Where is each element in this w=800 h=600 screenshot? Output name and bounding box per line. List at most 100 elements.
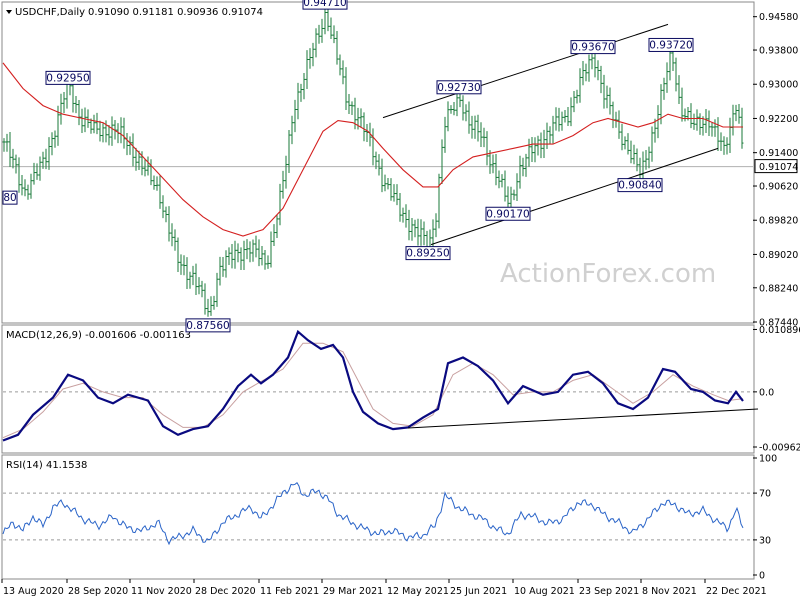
ohlc-bar [470, 115, 474, 139]
ohlc-bar [374, 151, 378, 170]
y-tick-label: 0.87440 [759, 318, 798, 329]
ohlc-bar [443, 116, 447, 153]
ohlc-bar [290, 115, 294, 145]
ohlc-bar [722, 136, 726, 155]
ohlc-bar [218, 256, 222, 286]
ohlc-bar [284, 155, 288, 189]
ohlc-bar [11, 148, 15, 169]
ohlc-bar [488, 150, 492, 174]
ohlc-bar [305, 50, 309, 89]
ohlc-bar [554, 107, 558, 131]
ohlc-bar [575, 89, 579, 104]
price-bars [2, 5, 744, 317]
ohlc-bar [167, 206, 171, 242]
ohlc-bar [227, 247, 231, 266]
ohlc-bar [26, 184, 30, 200]
ohlc-bar [632, 144, 636, 165]
ohlc-bar [404, 204, 408, 228]
ohlc-bar [515, 173, 519, 202]
ohlc-bar [188, 271, 192, 289]
ohlc-bar [194, 263, 198, 295]
ohlc-bar [41, 151, 45, 169]
ohlc-bar [446, 101, 450, 132]
ohlc-bar [524, 153, 528, 177]
svg-text:0.94710: 0.94710 [303, 0, 346, 9]
ohlc-bar [20, 174, 24, 196]
y-tick-label: 0.88240 [759, 283, 798, 294]
rsi-panel-title: RSI(14) 41.1538 [6, 460, 87, 471]
ohlc-bar [242, 240, 246, 270]
macd-y-axis: 0.010896 0.0 -0.009627 [753, 325, 800, 454]
y-tick-label: 0.93800 [759, 46, 798, 57]
ohlc-bar [563, 110, 567, 123]
ohlc-bar [623, 136, 627, 150]
ohlc-bar [392, 184, 396, 202]
price-label: 0.89250 [405, 246, 451, 261]
x-tick-label: 29 Mar 2021 [323, 586, 383, 597]
ohlc-bar [173, 229, 177, 251]
ohlc-bar [131, 133, 135, 167]
ohlc-bar [212, 295, 216, 310]
ohlc-bar [467, 101, 471, 134]
ohlc-bar [653, 118, 657, 143]
ohlc-bar [440, 139, 444, 185]
price-panel-title: USDCHF,Daily 0.91090 0.91181 0.90936 0.9… [6, 7, 263, 18]
ohlc-bar [203, 283, 207, 315]
y-tick-label: 0.94580 [759, 12, 798, 23]
ohlc-bar [389, 178, 393, 201]
price-label: 0.92730 [436, 80, 482, 95]
ohlc-bar [434, 213, 438, 238]
price-label: 0.90170 [485, 206, 531, 221]
ohlc-bar [47, 137, 51, 170]
ohlc-bar [635, 148, 639, 172]
ohlc-bar [83, 107, 87, 133]
svg-text:0.90840: 0.90840 [618, 180, 661, 192]
ohlc-bar [86, 109, 90, 128]
macd-panel-title: MACD(12,26,9) -0.001606 -0.001163 [6, 330, 191, 341]
ohlc-bar [335, 31, 339, 65]
ohlc-bar [149, 159, 153, 186]
ohlc-bar [464, 104, 468, 122]
watermark: ActionForex.com [500, 259, 716, 289]
macd-line [2, 329, 744, 442]
ohlc-bar [380, 158, 384, 193]
x-tick-label: 8 Nov 2021 [642, 586, 697, 597]
y-tick-label: 0.93000 [759, 80, 798, 91]
price-label: 0.93670 [570, 40, 616, 55]
ohlc-bar [362, 112, 366, 142]
ohlc-bar [275, 214, 279, 239]
ohlc-bar [449, 105, 453, 114]
moving-average-path [2, 62, 743, 237]
svg-text:0.93720: 0.93720 [649, 39, 692, 51]
ohlc-bar [566, 107, 570, 127]
y-tick-label: 0.0 [759, 387, 774, 398]
ohlc-bar [650, 126, 654, 162]
ohlc-bar [170, 223, 174, 247]
ohlc-bar [260, 245, 264, 266]
ohlc-bar [143, 159, 147, 177]
ohlc-bar [683, 108, 687, 122]
ohlc-bar [581, 60, 585, 86]
x-tick-label: 22 Dec 2021 [706, 586, 767, 597]
ohlc-bar [491, 154, 495, 174]
ohlc-bar [329, 17, 333, 40]
ohlc-bar [89, 118, 93, 134]
svg-text:0.92730: 0.92730 [437, 82, 480, 94]
ohlc-bar [539, 132, 543, 159]
ohlc-bar [551, 115, 555, 144]
ohlc-bar [422, 221, 426, 246]
macd-trendline [407, 408, 759, 429]
price-annotations: 0.92950 0.87560 0.94710 0.89250 0.92730 0.901… [2, 0, 694, 333]
price-label: 0.92950 [45, 70, 91, 85]
ohlc-bar [74, 95, 78, 114]
ohlc-bar [263, 250, 267, 270]
ohlc-bar [695, 109, 699, 131]
ohlc-bar [200, 280, 204, 298]
ohlc-bar [740, 107, 744, 149]
ohlc-bar [707, 110, 711, 137]
x-tick-label: 28 Sep 2020 [68, 586, 128, 597]
ohlc-bar [419, 219, 423, 246]
ohlc-bar [158, 175, 162, 209]
svg-text:0.92950: 0.92950 [46, 72, 89, 84]
